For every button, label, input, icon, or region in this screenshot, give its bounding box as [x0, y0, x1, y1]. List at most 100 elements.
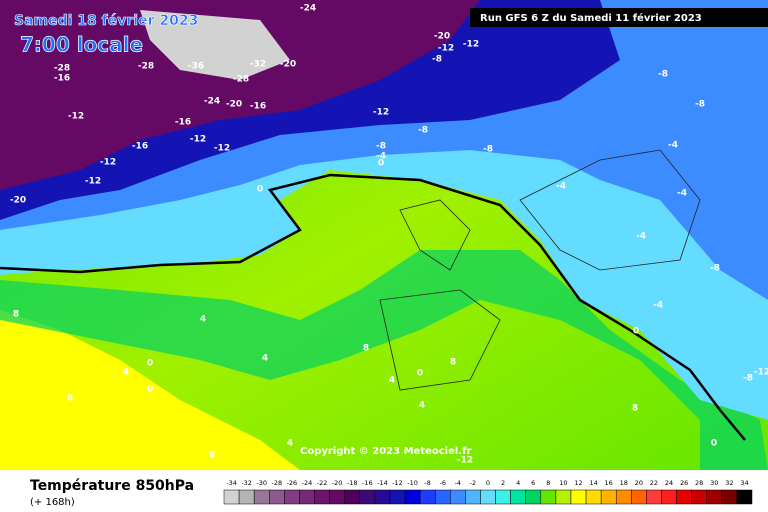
scale-label: -24: [302, 479, 313, 487]
scale-label: 8: [546, 479, 550, 487]
scale-label: 12: [574, 479, 582, 487]
contour-label: -16: [175, 118, 191, 128]
scale-swatch: [706, 489, 723, 505]
scale-label: -8: [424, 479, 430, 487]
cold-core: [140, 10, 290, 80]
scale-label: 24: [665, 479, 673, 487]
contour-label: 4: [123, 368, 129, 378]
contour-label: -20: [10, 196, 26, 206]
contour-label: 0: [711, 439, 717, 449]
contour-label: -8: [658, 70, 668, 80]
time-title: 7:00 locale: [20, 33, 143, 57]
scale-label: -16: [362, 479, 373, 487]
scale-swatch: [404, 489, 421, 505]
contour-label: 8: [363, 344, 369, 354]
date-title: Samedi 18 février 2023: [14, 13, 198, 29]
footer-title: Température 850hPa: [30, 478, 194, 494]
contour-label: -12: [214, 144, 230, 154]
contour-label: 4: [287, 439, 293, 449]
scale-label: 14: [589, 479, 597, 487]
contour-label: -12: [85, 177, 101, 187]
contour-label: 4: [419, 401, 425, 411]
contour-label: 4: [262, 354, 268, 364]
footer-lead: (+ 168h): [30, 497, 75, 508]
contour-label: -8: [483, 145, 493, 155]
warm-region: [0, 310, 300, 470]
contour-label: -20: [226, 100, 242, 110]
scale-label: -14: [377, 479, 388, 487]
scale-label: -32: [241, 479, 252, 487]
scale-swatch: [661, 489, 677, 505]
contour-label: -28: [54, 64, 70, 74]
scale-swatch: [419, 489, 436, 505]
scale-swatch: [329, 489, 345, 505]
zero-isotherm: [0, 173, 746, 441]
contour-label: 8: [67, 394, 73, 404]
contour-label: -20: [280, 60, 296, 70]
contour-label: 0: [257, 185, 263, 195]
scale-label: -4: [455, 479, 461, 487]
scale-label: 2: [501, 479, 505, 487]
scale-label: 32: [725, 479, 733, 487]
copyright: Copyright © 2023 Meteociel.fr: [300, 446, 471, 457]
contour-label: -8: [743, 374, 753, 384]
scale-label: -26: [287, 479, 298, 487]
scale-label: -30: [256, 479, 267, 487]
scale-label: -18: [347, 479, 358, 487]
scale-swatch: [736, 489, 753, 505]
contour-label: -32: [250, 60, 266, 70]
contour-label: -4: [376, 152, 386, 162]
contour-label: -4: [668, 141, 678, 151]
scale-swatch: [284, 489, 300, 505]
scale-label: 6: [531, 479, 535, 487]
contour-label: -12: [373, 108, 389, 118]
contour-label: -8: [432, 55, 442, 65]
scale-swatch: [389, 489, 406, 505]
contour-label: -12: [457, 456, 473, 466]
contour-label: -4: [677, 189, 687, 199]
purple-region: [0, 0, 480, 190]
contour-label: 0: [147, 359, 153, 369]
scale-swatch: [465, 489, 481, 505]
scale-label: -10: [407, 479, 418, 487]
contour-label: -4: [653, 301, 663, 311]
contour-label: 4: [200, 315, 206, 325]
scale-swatch: [585, 489, 602, 505]
contour-label: -8: [418, 126, 428, 136]
contour-label: -12: [438, 44, 454, 54]
contour-label: -8: [695, 100, 705, 110]
scale-swatch: [480, 489, 496, 505]
scale-swatch: [344, 489, 361, 505]
contour-label: 4: [389, 376, 395, 386]
scale-swatch: [253, 489, 270, 505]
scale-swatch: [299, 489, 315, 505]
contour-label: -4: [636, 232, 646, 242]
contour-label: 0: [147, 385, 153, 395]
contour-label: -16: [132, 142, 148, 152]
scale-label: -6: [440, 479, 446, 487]
scale-label: 28: [695, 479, 703, 487]
scale-swatch: [646, 489, 662, 505]
scale-label: -34: [226, 479, 237, 487]
contour-label: 8: [632, 404, 638, 414]
scale-label: -2: [470, 479, 476, 487]
contour-label: -28: [233, 75, 249, 85]
scale-swatch: [314, 489, 330, 505]
scale-swatch: [495, 489, 511, 505]
scale-swatch: [631, 489, 647, 505]
contour-label: -20: [434, 32, 450, 42]
scale-swatch: [223, 489, 240, 505]
contour-label: -12: [463, 40, 479, 50]
contour-label: -8: [710, 264, 720, 274]
scale-swatch: [570, 489, 587, 505]
contour-labels: -24-20-12 -12-8-36-28-28-32-28 -20-16-24 -2…: [10, 4, 768, 466]
contour-label: 8: [209, 451, 215, 461]
contour-label: -24: [300, 4, 316, 14]
scale-swatch: [238, 489, 255, 505]
scale-swatch: [374, 489, 391, 505]
scale-label: 16: [605, 479, 613, 487]
contour-label: 8: [13, 310, 19, 320]
scale-label: 4: [516, 479, 520, 487]
scale-label: 30: [710, 479, 718, 487]
